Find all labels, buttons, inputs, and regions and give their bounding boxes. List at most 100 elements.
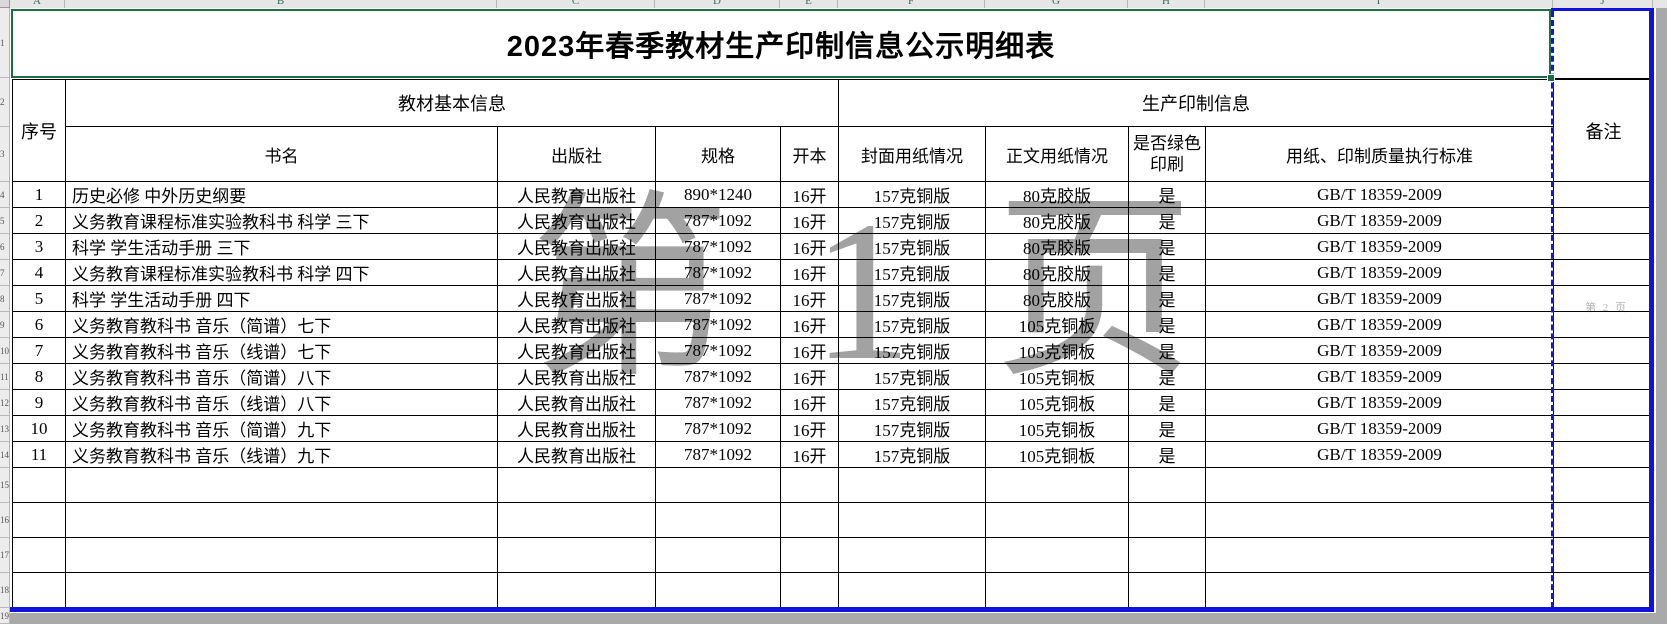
cell-format[interactable] [780, 537, 839, 573]
cell-book-name[interactable]: 义务教育教科书 音乐（线谱）九下 [65, 441, 498, 468]
cell-format[interactable] [780, 572, 839, 608]
header-production-info[interactable]: 生产印制信息 [838, 79, 1554, 127]
cell-standard[interactable]: GB/T 18359-2009 [1205, 337, 1554, 364]
cell-format[interactable]: 16开 [780, 181, 839, 208]
row-header-1[interactable]: 1 [0, 8, 9, 78]
cell-cover-paper[interactable] [838, 572, 986, 608]
header-publisher[interactable]: 出版社 [497, 126, 656, 182]
cell-standard[interactable]: GB/T 18359-2009 [1205, 181, 1554, 208]
cell-serial[interactable]: 1 [12, 181, 66, 208]
cell-book-name[interactable] [65, 502, 498, 538]
row-header-10[interactable]: 10 [0, 338, 9, 364]
cell-format[interactable]: 16开 [780, 363, 839, 390]
cell-standard[interactable]: GB/T 18359-2009 [1205, 441, 1554, 468]
cell-spec[interactable]: 787*1092 [655, 311, 781, 338]
page-break-dashed-line[interactable] [1551, 11, 1554, 608]
cell-spec[interactable]: 787*1092 [655, 207, 781, 234]
cell-cover-paper[interactable]: 157克铜版 [838, 207, 986, 234]
cell-green-print[interactable] [1128, 537, 1206, 573]
cell-remark[interactable] [1553, 233, 1654, 260]
column-header-A[interactable]: A [10, 0, 65, 8]
cell-green-print[interactable]: 是 [1128, 311, 1206, 338]
row-header-13[interactable]: 13 [0, 416, 9, 442]
cell-standard[interactable]: GB/T 18359-2009 [1205, 311, 1554, 338]
cell-green-print[interactable]: 是 [1128, 181, 1206, 208]
cell-book-name[interactable]: 义务教育课程标准实验教科书 科学 四下 [65, 259, 498, 286]
cell-serial[interactable]: 3 [12, 233, 66, 260]
cell-spec[interactable]: 787*1092 [655, 415, 781, 442]
cell-body-paper[interactable]: 80克胶版 [985, 285, 1129, 312]
cell-body-paper[interactable]: 105克铜板 [985, 311, 1129, 338]
cell-body-paper[interactable]: 105克铜板 [985, 337, 1129, 364]
cell-body-paper[interactable]: 105克铜板 [985, 441, 1129, 468]
cell-publisher[interactable]: 人民教育出版社 [497, 311, 656, 338]
header-standard[interactable]: 用纸、印制质量执行标准 [1205, 126, 1554, 182]
cell-spec[interactable]: 890*1240 [655, 181, 781, 208]
cell-book-name[interactable]: 义务教育教科书 音乐（线谱）七下 [65, 337, 498, 364]
row-header-2[interactable]: 2 [0, 78, 9, 127]
header-remark[interactable]: 备注 [1553, 79, 1654, 182]
cell-publisher[interactable]: 人民教育出版社 [497, 233, 656, 260]
cell-spec[interactable]: 787*1092 [655, 233, 781, 260]
cell-body-paper[interactable] [985, 537, 1129, 573]
row-header-19[interactable]: 19 [0, 608, 9, 624]
cell-body-paper[interactable] [985, 572, 1129, 608]
row-header-16[interactable]: 16 [0, 503, 9, 538]
column-header-B[interactable]: B [65, 0, 497, 8]
cell-remark[interactable] [1553, 259, 1654, 286]
cell-standard[interactable]: GB/T 18359-2009 [1205, 233, 1554, 260]
cell-publisher[interactable] [497, 502, 656, 538]
cell-green-print[interactable]: 是 [1128, 441, 1206, 468]
cell-standard[interactable] [1205, 502, 1554, 538]
cell-spec[interactable]: 787*1092 [655, 363, 781, 390]
cell-green-print[interactable]: 是 [1128, 285, 1206, 312]
cell-green-print[interactable]: 是 [1128, 415, 1206, 442]
header-spec[interactable]: 规格 [655, 126, 781, 182]
cell-body-paper[interactable]: 80克胶版 [985, 233, 1129, 260]
cell-standard[interactable] [1205, 537, 1554, 573]
cell-spec[interactable] [655, 502, 781, 538]
cell-format[interactable]: 16开 [780, 259, 839, 286]
cell-publisher[interactable]: 人民教育出版社 [497, 389, 656, 416]
print-area-border-right[interactable] [1649, 8, 1654, 612]
cell-cover-paper[interactable]: 157克铜版 [838, 337, 986, 364]
cell-standard[interactable]: GB/T 18359-2009 [1205, 415, 1554, 442]
row-header-8[interactable]: 8 [0, 286, 9, 312]
row-header-12[interactable]: 12 [0, 390, 9, 416]
cell-publisher[interactable]: 人民教育出版社 [497, 259, 656, 286]
cell-spec[interactable]: 787*1092 [655, 285, 781, 312]
cell-spec[interactable] [655, 572, 781, 608]
column-header-F[interactable]: F [838, 0, 985, 8]
cell-format[interactable]: 16开 [780, 285, 839, 312]
cell-serial[interactable] [12, 502, 66, 538]
cell-body-paper[interactable]: 105克铜板 [985, 363, 1129, 390]
cell-standard[interactable] [1205, 467, 1554, 503]
cell-spec[interactable]: 787*1092 [655, 337, 781, 364]
cell-serial[interactable]: 7 [12, 337, 66, 364]
cell-format[interactable]: 16开 [780, 389, 839, 416]
print-area-border-top-page2[interactable] [1551, 8, 1654, 11]
cell-serial[interactable]: 6 [12, 311, 66, 338]
column-header-J[interactable]: J [1553, 0, 1653, 8]
cell-cover-paper[interactable]: 157克铜版 [838, 441, 986, 468]
cell-cover-paper[interactable]: 157克铜版 [838, 285, 986, 312]
row-header-6[interactable]: 6 [0, 234, 9, 260]
header-book-name[interactable]: 书名 [65, 126, 498, 182]
cell-green-print[interactable] [1128, 572, 1206, 608]
cell-body-paper[interactable] [985, 502, 1129, 538]
cell-remark[interactable] [1553, 572, 1654, 608]
row-header-17[interactable]: 17 [0, 538, 9, 573]
cell-book-name[interactable]: 历史必修 中外历史纲要 [65, 181, 498, 208]
row-header-3[interactable]: 3 [0, 127, 9, 182]
column-header-C[interactable]: C [497, 0, 655, 8]
cell-standard[interactable]: GB/T 18359-2009 [1205, 389, 1554, 416]
cell-cover-paper[interactable] [838, 502, 986, 538]
cell-cover-paper[interactable]: 157克铜版 [838, 181, 986, 208]
cell-remark[interactable] [1553, 363, 1654, 390]
cell-body-paper[interactable]: 105克铜板 [985, 415, 1129, 442]
row-header-15[interactable]: 15 [0, 468, 9, 503]
title-cell-selection[interactable]: 2023年春季教材生产印制信息公示明细表 [11, 9, 1551, 78]
cell-remark[interactable] [1553, 502, 1654, 538]
cell-cover-paper[interactable]: 157克铜版 [838, 311, 986, 338]
select-all-corner[interactable] [0, 0, 10, 8]
